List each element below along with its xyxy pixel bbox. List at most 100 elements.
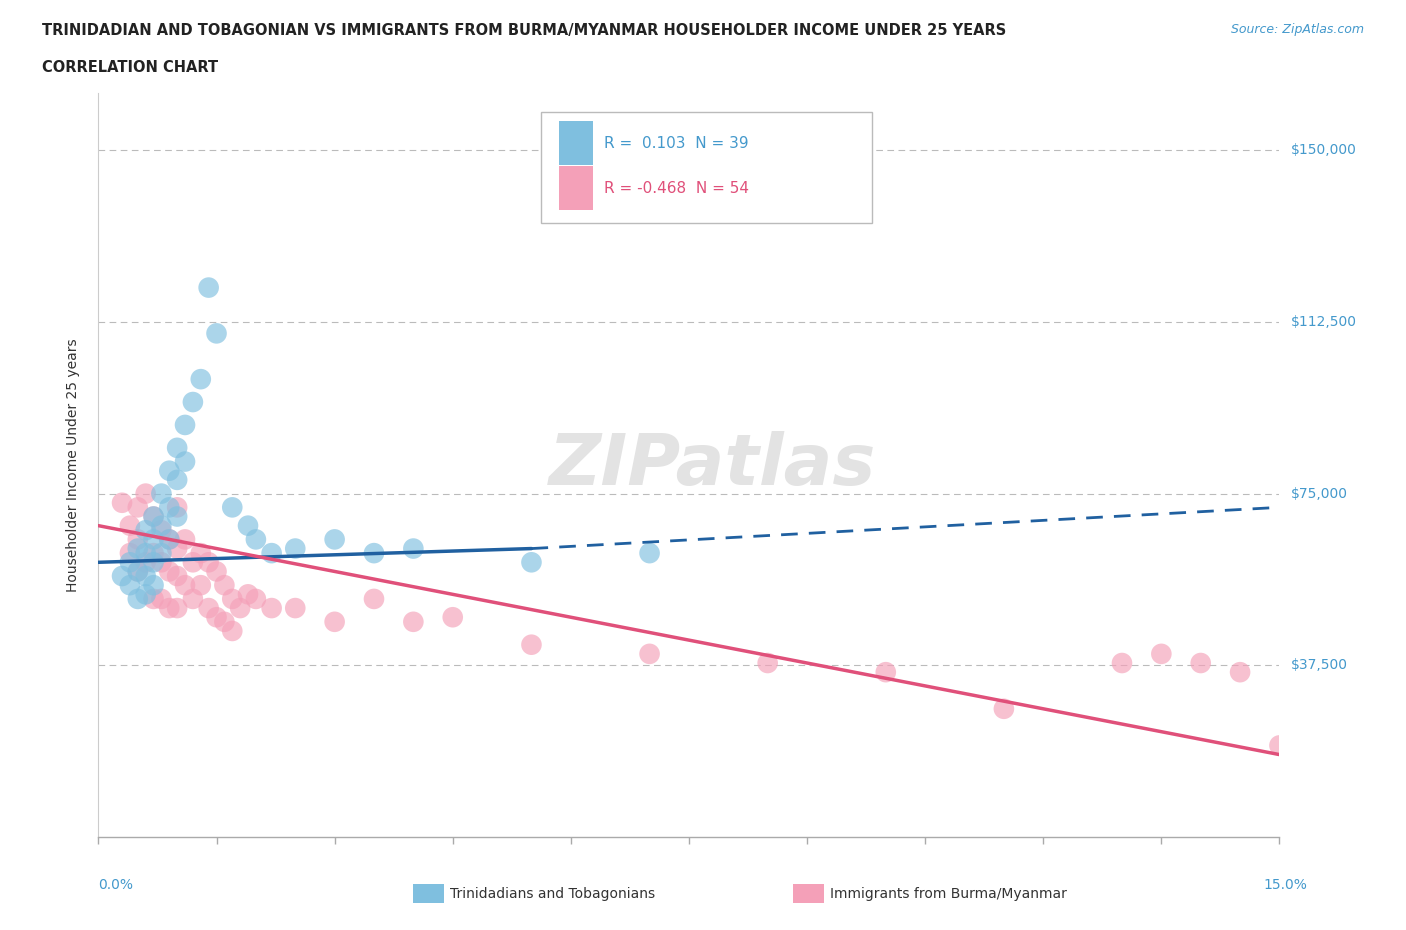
- Point: [127, 532, 149, 547]
- Point: [166, 601, 188, 616]
- Y-axis label: Householder Income Under 25 years: Householder Income Under 25 years: [66, 339, 80, 591]
- Point: [166, 500, 188, 515]
- Point: [181, 555, 204, 570]
- Point: [197, 601, 219, 616]
- Point: [157, 500, 180, 515]
- Point: [323, 615, 346, 630]
- Point: [205, 610, 228, 625]
- Point: [1111, 656, 1133, 671]
- Point: [520, 555, 543, 570]
- Point: [174, 454, 197, 469]
- Point: [190, 546, 212, 561]
- Point: [142, 509, 165, 524]
- Point: [142, 546, 165, 561]
- Text: TRINIDADIAN AND TOBAGONIAN VS IMMIGRANTS FROM BURMA/MYANMAR HOUSEHOLDER INCOME U: TRINIDADIAN AND TOBAGONIAN VS IMMIGRANTS…: [42, 23, 1007, 38]
- Point: [214, 578, 236, 592]
- Point: [221, 500, 243, 515]
- FancyBboxPatch shape: [560, 166, 593, 210]
- Point: [284, 601, 307, 616]
- Point: [181, 394, 204, 409]
- Point: [127, 541, 149, 556]
- Point: [157, 532, 180, 547]
- Text: Trinidadians and Tobagonians: Trinidadians and Tobagonians: [450, 886, 655, 901]
- Point: [150, 591, 173, 606]
- Point: [1229, 665, 1251, 680]
- Point: [363, 591, 385, 606]
- Point: [875, 665, 897, 680]
- Point: [127, 500, 149, 515]
- Point: [118, 555, 141, 570]
- Point: [118, 546, 141, 561]
- Point: [197, 280, 219, 295]
- Point: [197, 555, 219, 570]
- Point: [166, 441, 188, 456]
- Point: [284, 541, 307, 556]
- Point: [166, 541, 188, 556]
- Point: [150, 546, 173, 561]
- Point: [402, 541, 425, 556]
- Point: [221, 591, 243, 606]
- Point: [135, 587, 157, 602]
- Point: [638, 646, 661, 661]
- Point: [135, 555, 157, 570]
- Point: [157, 532, 180, 547]
- Text: 15.0%: 15.0%: [1264, 878, 1308, 893]
- Text: R =  0.103  N = 39: R = 0.103 N = 39: [605, 136, 748, 151]
- Point: [236, 587, 259, 602]
- Point: [118, 518, 141, 533]
- Point: [150, 486, 173, 501]
- Point: [127, 564, 149, 578]
- Point: [181, 591, 204, 606]
- Point: [520, 637, 543, 652]
- Text: ZIPatlas: ZIPatlas: [548, 431, 876, 499]
- Point: [127, 564, 149, 578]
- Point: [142, 532, 165, 547]
- Point: [174, 418, 197, 432]
- Point: [236, 518, 259, 533]
- Text: Immigrants from Burma/Myanmar: Immigrants from Burma/Myanmar: [830, 886, 1066, 901]
- Point: [166, 509, 188, 524]
- Point: [323, 532, 346, 547]
- Point: [157, 463, 180, 478]
- Point: [245, 532, 267, 547]
- Point: [363, 546, 385, 561]
- Point: [756, 656, 779, 671]
- Point: [127, 591, 149, 606]
- Point: [174, 578, 197, 592]
- Text: $150,000: $150,000: [1291, 143, 1357, 157]
- Point: [142, 555, 165, 570]
- Point: [441, 610, 464, 625]
- Point: [135, 523, 157, 538]
- Text: R = -0.468  N = 54: R = -0.468 N = 54: [605, 180, 749, 195]
- Text: $112,500: $112,500: [1291, 315, 1357, 329]
- Point: [157, 601, 180, 616]
- Point: [157, 564, 180, 578]
- FancyBboxPatch shape: [541, 112, 872, 223]
- Point: [260, 546, 283, 561]
- Point: [214, 615, 236, 630]
- Point: [166, 472, 188, 487]
- Point: [402, 615, 425, 630]
- Text: CORRELATION CHART: CORRELATION CHART: [42, 60, 218, 75]
- Point: [205, 564, 228, 578]
- Point: [142, 578, 165, 592]
- Point: [150, 518, 173, 533]
- Point: [118, 578, 141, 592]
- Point: [142, 509, 165, 524]
- Point: [190, 578, 212, 592]
- Point: [638, 546, 661, 561]
- Point: [111, 568, 134, 583]
- Text: 0.0%: 0.0%: [98, 878, 134, 893]
- Point: [1150, 646, 1173, 661]
- Point: [135, 486, 157, 501]
- Point: [229, 601, 252, 616]
- Point: [205, 326, 228, 340]
- Point: [260, 601, 283, 616]
- Point: [1189, 656, 1212, 671]
- Text: $75,000: $75,000: [1291, 486, 1347, 500]
- Point: [111, 496, 134, 511]
- Point: [135, 568, 157, 583]
- Point: [142, 591, 165, 606]
- Text: $37,500: $37,500: [1291, 658, 1347, 672]
- Point: [993, 701, 1015, 716]
